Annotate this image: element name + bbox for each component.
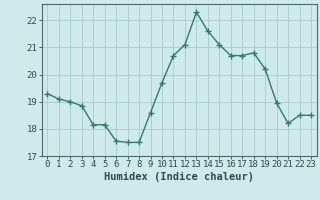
X-axis label: Humidex (Indice chaleur): Humidex (Indice chaleur) [104,172,254,182]
